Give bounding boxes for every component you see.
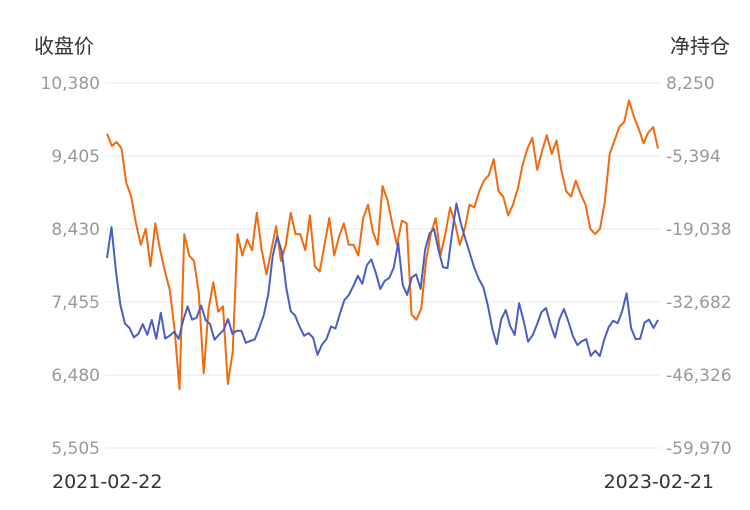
x-start-label: 2021-02-22 <box>52 471 162 493</box>
right-tick-label: 8,250 <box>666 74 715 94</box>
right-tick-label: -19,038 <box>666 220 732 240</box>
x-end-label: 2023-02-21 <box>604 471 714 493</box>
left-axis-ticks: 10,380 9,405 8,430 7,455 6,480 5,505 <box>41 74 100 459</box>
right-tick-label: -59,970 <box>666 439 732 459</box>
net-position-line <box>106 99 659 391</box>
left-tick-label: 5,505 <box>51 439 100 459</box>
left-tick-label: 7,455 <box>51 293 100 313</box>
gridlines <box>105 82 660 449</box>
close-price-line <box>106 202 659 358</box>
right-axis-title: 净持仓 <box>670 34 730 58</box>
right-axis-ticks: 8,250 -5,394 -19,038 -32,682 -46,326 -59… <box>666 74 732 459</box>
left-tick-label: 9,405 <box>51 147 100 167</box>
left-tick-label: 6,480 <box>51 366 100 386</box>
left-tick-label: 8,430 <box>51 220 100 240</box>
right-tick-label: -46,326 <box>666 366 732 386</box>
series-layer <box>106 99 659 391</box>
right-tick-label: -5,394 <box>666 147 721 167</box>
left-tick-label: 10,380 <box>41 74 100 94</box>
left-axis-title: 收盘价 <box>34 34 94 58</box>
right-tick-label: -32,682 <box>666 293 732 313</box>
